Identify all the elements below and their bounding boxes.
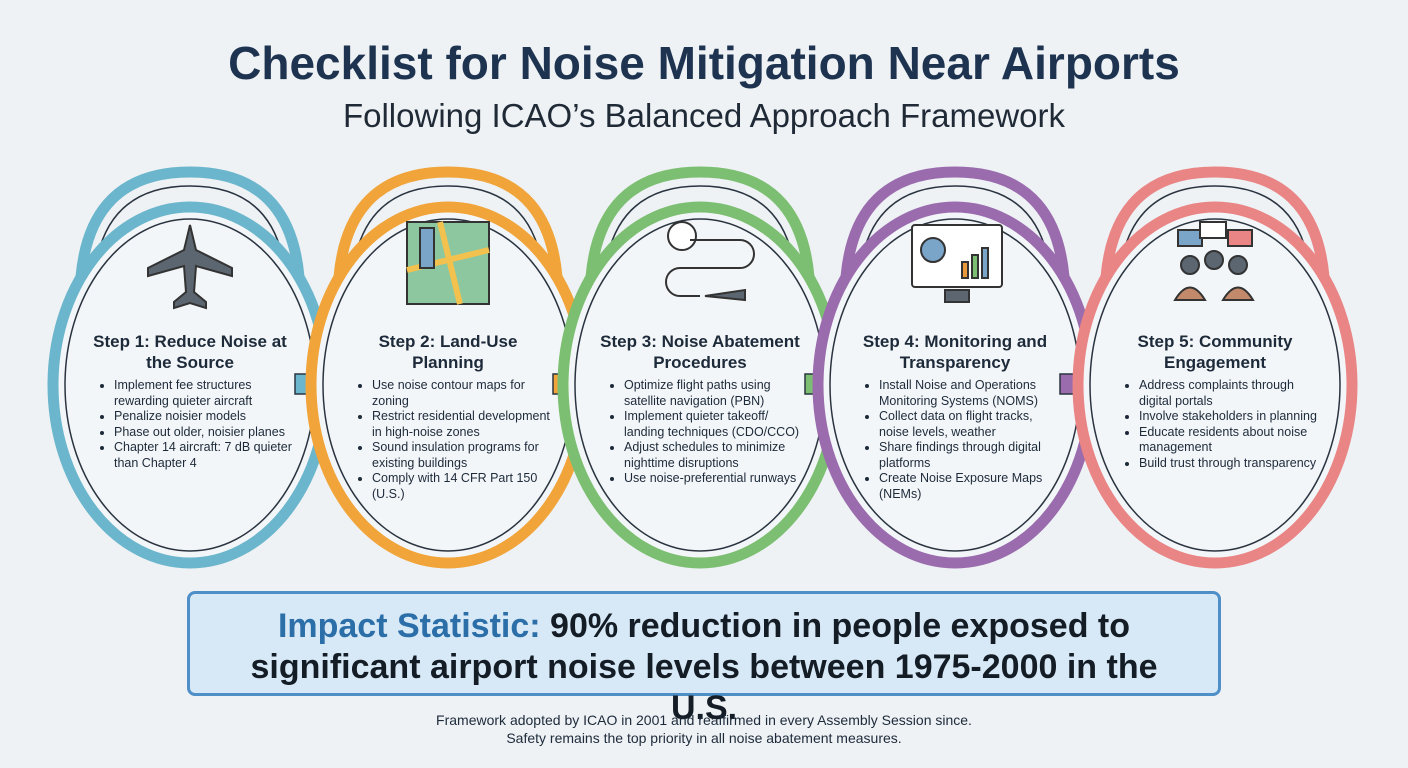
step-item: Sound insulation programs for existing b… (372, 440, 557, 471)
step-title: Step 2: Land-Use Planning (378, 332, 518, 372)
ring-inner (1089, 218, 1341, 552)
step-title: Step 1: Reduce Noise at the Source (93, 332, 287, 372)
step-list: Optimize flight paths using satellite na… (612, 378, 809, 487)
step-item: Create Noise Exposure Maps (NEMs) (879, 471, 1064, 502)
step-item: Use noise contour maps for zoning (372, 378, 557, 409)
impact-text: 90% reduction in people exposed to signi… (250, 607, 1158, 727)
ring-dome (584, 166, 816, 301)
impact-box: Impact Statistic: 90% reduction in peopl… (187, 591, 1221, 727)
step-list: Address complaints through digital porta… (1127, 378, 1324, 471)
step-title: Step 3: Noise Abatement Procedures (600, 332, 800, 372)
step-item: Restrict residential development in high… (372, 409, 557, 440)
step-item: Install Noise and Operations Monitoring … (879, 378, 1064, 409)
impact-label: Impact Statistic: (277, 607, 541, 645)
step-item: Educate residents about noise management (1139, 425, 1324, 456)
icons (147, 221, 1255, 310)
step-item: Share findings through digital platforms (879, 440, 1064, 471)
step-item: Adjust schedules to minimize nighttime d… (624, 440, 809, 471)
step-title: Step 4: Monitoring and Transparency (862, 332, 1048, 372)
step-rings (47, 166, 1358, 569)
step-title: Step 5: Community Engagement (1137, 332, 1293, 372)
ring (1072, 201, 1358, 569)
title: Checklist for Noise Mitigation Near Airp… (228, 37, 1180, 89)
step-item: Comply with 14 CFR Part 150 (U.S.) (372, 471, 557, 502)
step-item: Chapter 14 aircraft: 7 dB quieter than C… (114, 440, 299, 471)
step-item: Address complaints through digital porta… (1139, 378, 1324, 409)
step-item: Optimize flight paths using satellite na… (624, 378, 809, 409)
footer-line: Framework adopted by ICAO in 2001 and re… (436, 712, 972, 728)
step-item: Involve stakeholders in planning (1139, 409, 1324, 425)
ring-dome (332, 166, 564, 301)
step-item: Penalize noisier models (114, 409, 299, 425)
ring-dome (1099, 166, 1331, 301)
step-item: Implement quieter takeoff/ landing techn… (624, 409, 809, 440)
footer-line: Safety remains the top priority in all n… (506, 730, 902, 746)
ring-dome (839, 166, 1071, 301)
step-list: Use noise contour maps for zoningRestric… (360, 378, 557, 502)
step-list: Install Noise and Operations Monitoring … (867, 378, 1064, 502)
step-item: Phase out older, noisier planes (114, 425, 299, 441)
ring-dome (74, 166, 306, 301)
subtitle: Following ICAO’s Balanced Approach Frame… (342, 97, 1066, 134)
step-item: Implement fee structures rewarding quiet… (114, 378, 299, 409)
step-list: Implement fee structures rewarding quiet… (102, 378, 299, 471)
step-item: Build trust through transparency (1139, 456, 1324, 472)
step-item: Use noise-preferential runways (624, 471, 809, 487)
step-item: Collect data on flight tracks, noise lev… (879, 409, 1064, 440)
